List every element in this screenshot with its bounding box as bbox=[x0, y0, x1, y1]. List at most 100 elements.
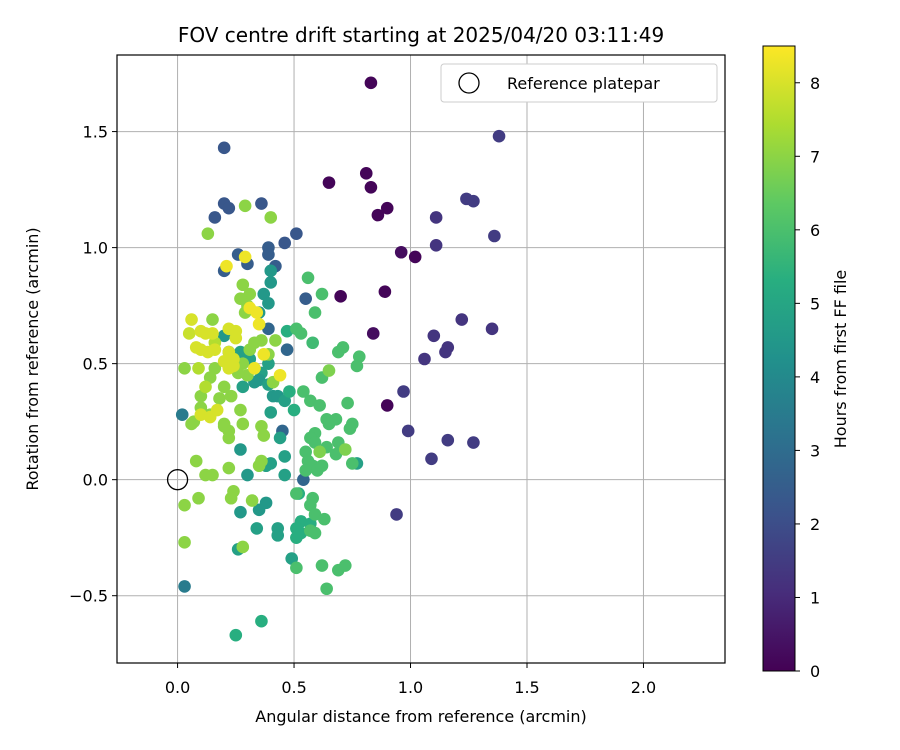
colorbar-tick-label: 1 bbox=[810, 588, 820, 607]
x-tick-label: 2.0 bbox=[631, 678, 656, 697]
scatter-point bbox=[320, 582, 333, 596]
scatter-point bbox=[234, 292, 247, 305]
scatter-point bbox=[485, 322, 499, 336]
scatter-point bbox=[429, 238, 443, 252]
y-axis-label: Rotation from reference (arcmin) bbox=[23, 227, 42, 490]
scatter-point bbox=[329, 447, 343, 461]
scatter-point bbox=[236, 540, 250, 554]
scatter-point bbox=[350, 359, 364, 373]
scatter-point bbox=[271, 529, 285, 542]
scatter-point bbox=[441, 433, 455, 447]
colorbar-label: Hours from first FF file bbox=[831, 270, 850, 449]
scatter-point bbox=[252, 503, 266, 517]
scatter-point bbox=[278, 450, 292, 463]
scatter-point bbox=[264, 406, 278, 419]
scatter-point bbox=[304, 498, 317, 512]
scatter-point bbox=[206, 313, 219, 326]
scatter-point bbox=[220, 259, 233, 273]
scatter-point bbox=[297, 385, 310, 398]
legend-box bbox=[440, 63, 718, 103]
scatter-point bbox=[234, 505, 247, 519]
colorbar-tick-label: 5 bbox=[810, 294, 820, 313]
colorbar-tick-label: 2 bbox=[810, 515, 820, 534]
scatter-point bbox=[380, 201, 394, 215]
scatter-point bbox=[262, 322, 275, 336]
scatter-point bbox=[192, 491, 205, 505]
scatter-point bbox=[380, 399, 394, 412]
scatter-point bbox=[264, 264, 278, 278]
legend-label: Reference platepar bbox=[507, 74, 660, 93]
scatter-point bbox=[418, 352, 431, 366]
scatter-point bbox=[290, 227, 303, 240]
y-tick-label: 1.5 bbox=[83, 123, 108, 142]
scatter-point bbox=[201, 227, 215, 240]
scatter-point bbox=[371, 208, 385, 222]
scatter-point bbox=[257, 287, 271, 301]
x-tick-label: 0.5 bbox=[281, 678, 306, 697]
scatter-point bbox=[192, 361, 205, 375]
scatter-point bbox=[364, 76, 378, 90]
scatter-point bbox=[322, 364, 336, 377]
scatter-point bbox=[178, 536, 191, 549]
scatter-point bbox=[366, 327, 380, 340]
scatter-point bbox=[255, 197, 268, 210]
scatter-point bbox=[273, 368, 287, 382]
scatter-point bbox=[304, 394, 317, 408]
scatter-point bbox=[262, 248, 275, 261]
colorbar-tick-label: 8 bbox=[810, 74, 820, 93]
x-tick-label: 1.5 bbox=[514, 678, 539, 697]
scatter-point bbox=[338, 443, 352, 456]
scatter-point bbox=[178, 498, 191, 512]
y-tick-label: 1.0 bbox=[83, 239, 108, 258]
colorbar-tick-label: 4 bbox=[810, 368, 820, 387]
scatter-point bbox=[206, 327, 219, 340]
scatter-point bbox=[308, 436, 322, 449]
scatter-point bbox=[334, 290, 347, 303]
scatter-point bbox=[208, 343, 222, 357]
scatter-point bbox=[425, 452, 438, 466]
scatter-point bbox=[408, 250, 422, 264]
scatter-point bbox=[401, 424, 415, 438]
scatter-point bbox=[217, 419, 231, 433]
scatter-point bbox=[429, 211, 443, 224]
plot-frame bbox=[116, 54, 726, 664]
scatter-point bbox=[245, 494, 259, 507]
scatter-point bbox=[229, 628, 243, 642]
scatter-points bbox=[175, 76, 506, 642]
scatter-point bbox=[278, 236, 292, 250]
scatter-point bbox=[203, 371, 217, 384]
legend: Reference platepar bbox=[440, 63, 718, 103]
colorbar-tick-label: 0 bbox=[810, 662, 820, 681]
scatter-point bbox=[194, 389, 208, 403]
scatter-point bbox=[394, 245, 408, 259]
scatter-point bbox=[280, 343, 294, 357]
scatter-point bbox=[189, 454, 203, 468]
scatter-point bbox=[313, 399, 326, 412]
scatter-point bbox=[182, 327, 196, 340]
scatter-point bbox=[217, 141, 231, 155]
scatter-point bbox=[345, 457, 359, 470]
scatter-point bbox=[206, 468, 219, 482]
scatter-point bbox=[262, 297, 275, 310]
y-tick-label: 0.0 bbox=[83, 471, 108, 490]
scatter-point bbox=[236, 278, 250, 292]
scatter-point bbox=[241, 468, 254, 482]
scatter-point bbox=[250, 522, 264, 535]
scatter-point bbox=[290, 561, 303, 575]
scatter-point bbox=[222, 201, 236, 215]
scatter-point bbox=[322, 176, 336, 189]
y-tick-label: 0.5 bbox=[83, 355, 108, 374]
grid bbox=[117, 55, 725, 663]
scatter-point bbox=[315, 459, 329, 473]
scatter-point bbox=[224, 389, 238, 403]
scatter-point bbox=[213, 392, 226, 405]
scatter-point bbox=[332, 345, 345, 359]
scatter-point bbox=[315, 287, 329, 301]
chart-title: FOV centre drift starting at 2025/04/20 … bbox=[178, 23, 664, 47]
scatter-point bbox=[278, 394, 292, 408]
scatter-point bbox=[308, 526, 322, 540]
colorbar-tick-label: 7 bbox=[810, 147, 820, 166]
scatter-point bbox=[208, 211, 222, 224]
scatter-point bbox=[306, 336, 319, 350]
colorbar-gradient bbox=[762, 45, 796, 672]
